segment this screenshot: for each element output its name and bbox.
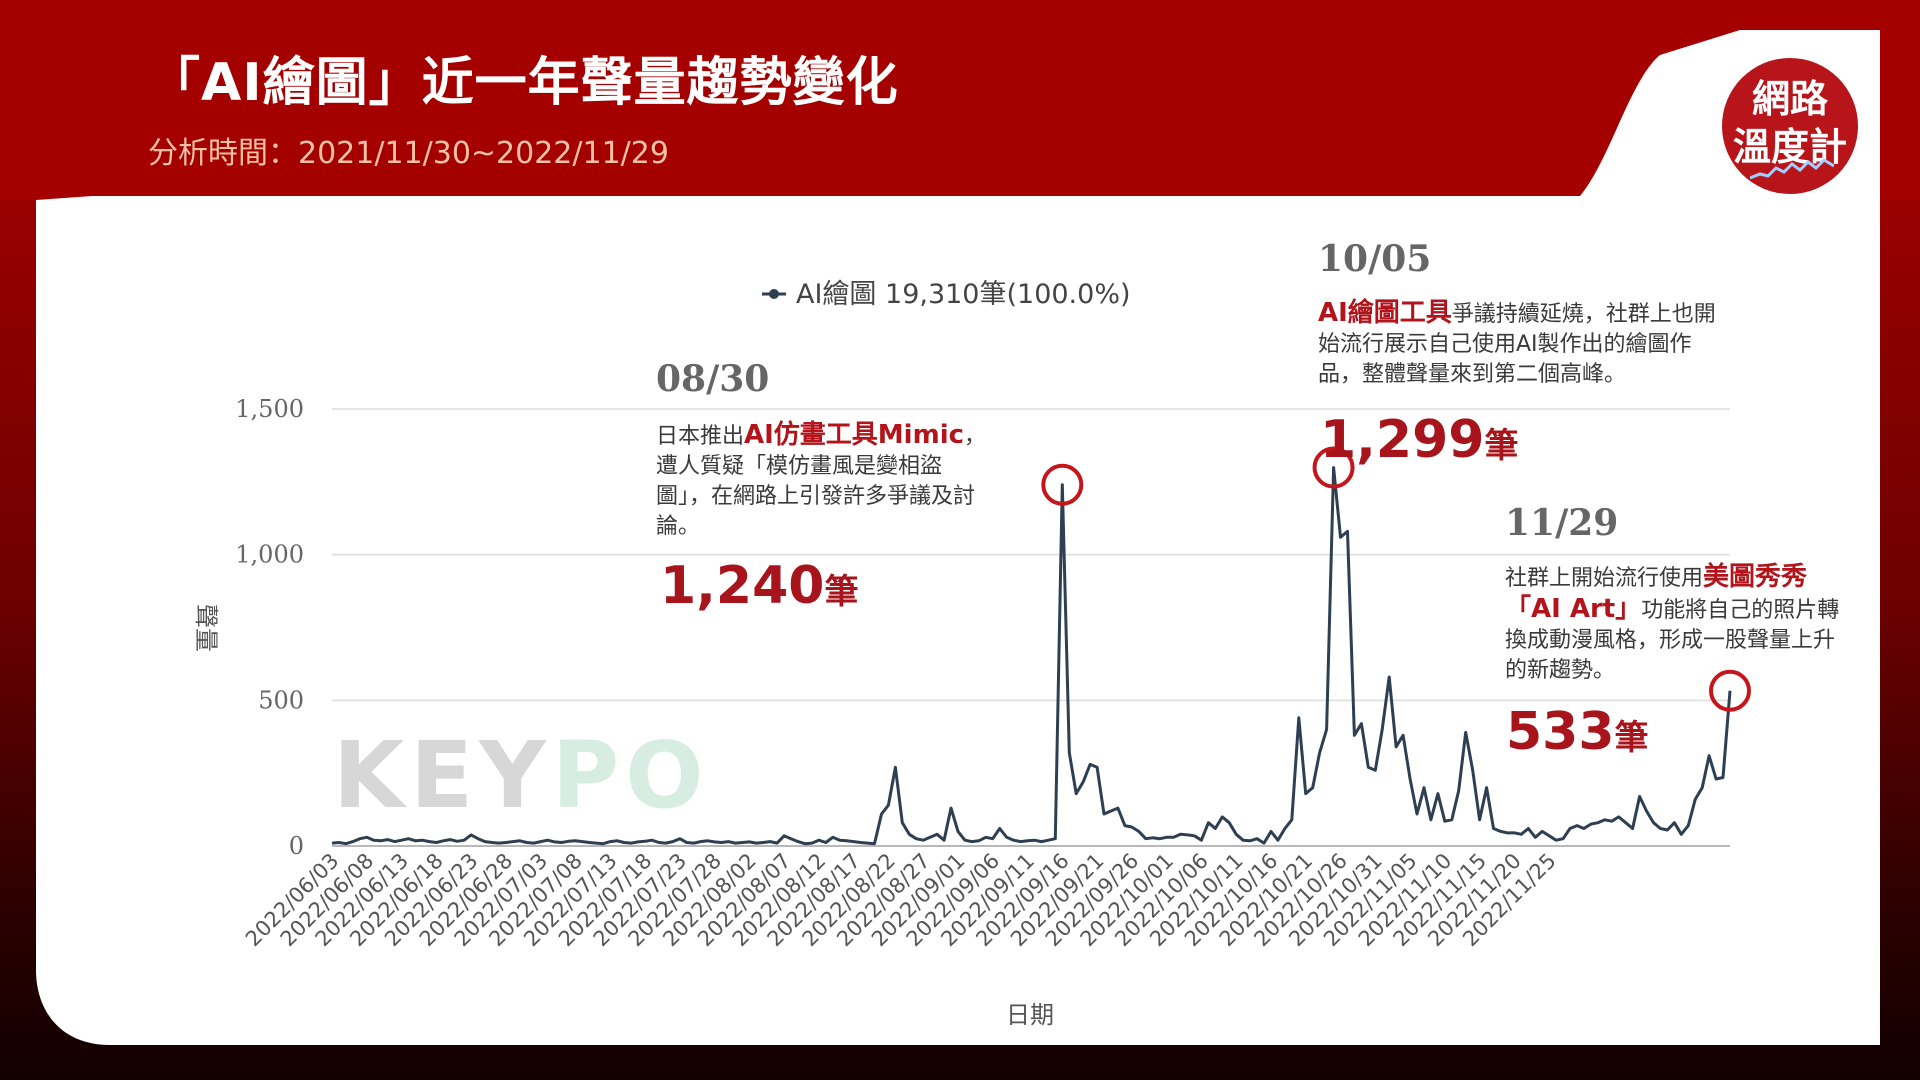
peak-marker-circle	[1041, 463, 1084, 506]
annotation-text-1005: AI繪圖工具爭議持續延燒，社群上也開始流行展示自己使用AI製作出的繪圖作品，整體…	[1318, 298, 1716, 387]
watermark-key: KEY	[333, 722, 552, 829]
peak-marker-circle	[1312, 446, 1355, 489]
annotation-count-1005: 1,299筆	[1320, 410, 1519, 470]
annotation-date-1005: 10/05	[1318, 238, 1432, 280]
annotation-highlight-0830: AI仿畫工具Mimic	[744, 420, 965, 450]
annotation-count-1129: 533筆	[1506, 702, 1649, 762]
legend-label: AI繪圖 19,310筆(100.0%)	[796, 279, 1131, 310]
logo: 網路 溫度計	[1722, 58, 1858, 194]
peak-markers	[1041, 446, 1751, 712]
watermark-po: PO	[551, 722, 710, 829]
y-tick-label: 1,500	[235, 395, 304, 423]
y-tick-label: 500	[258, 686, 304, 714]
x-axis-ticks: 2022/06/032022/06/082022/06/132022/06/18…	[241, 849, 1561, 952]
annotation-count-0830: 1,240筆	[660, 556, 859, 616]
series-line	[331, 466, 1732, 846]
annotation-date-0830: 08/30	[656, 358, 770, 400]
peak-marker-circle	[1709, 669, 1751, 712]
logo-line1: 網路	[1751, 77, 1828, 121]
annotation-highlight-1129: 美圖秀秀「AI Art」	[1505, 562, 1808, 624]
annotation-text-1129: 社群上開始流行使用美圖秀秀「AI Art」功能將自己的照片轉換成動漫風格，形成一…	[1505, 562, 1840, 683]
y-axis-label: 聲量	[192, 604, 220, 652]
annotation-highlight-1005: AI繪圖工具	[1318, 298, 1452, 328]
y-axis-ticks: 0 500 1,000 1,500	[235, 395, 304, 860]
legend: AI繪圖 19,310筆(100.0%)	[762, 279, 1131, 310]
series-ai-drawing	[331, 466, 1732, 846]
x-axis-label: 日期	[1006, 1001, 1054, 1029]
grid-lines	[332, 408, 1730, 847]
analysis-period: 分析時間：2021/11/30~2022/11/29	[148, 136, 669, 171]
watermark: KEYPO	[333, 722, 709, 829]
y-tick-label: 1,000	[235, 541, 304, 569]
y-tick-label: 0	[289, 832, 304, 860]
page-title: 「AI繪圖」近一年聲量趨勢變化	[148, 53, 899, 113]
legend-dot-icon	[769, 289, 779, 299]
annotation-text-0830: 日本推出AI仿畫工具Mimic，遭人質疑「模仿畫風是變相盜圖」，在網路上引發許多…	[656, 420, 987, 539]
pulse-icon	[1750, 158, 1834, 180]
annotation-date-1129: 11/29	[1505, 502, 1619, 544]
